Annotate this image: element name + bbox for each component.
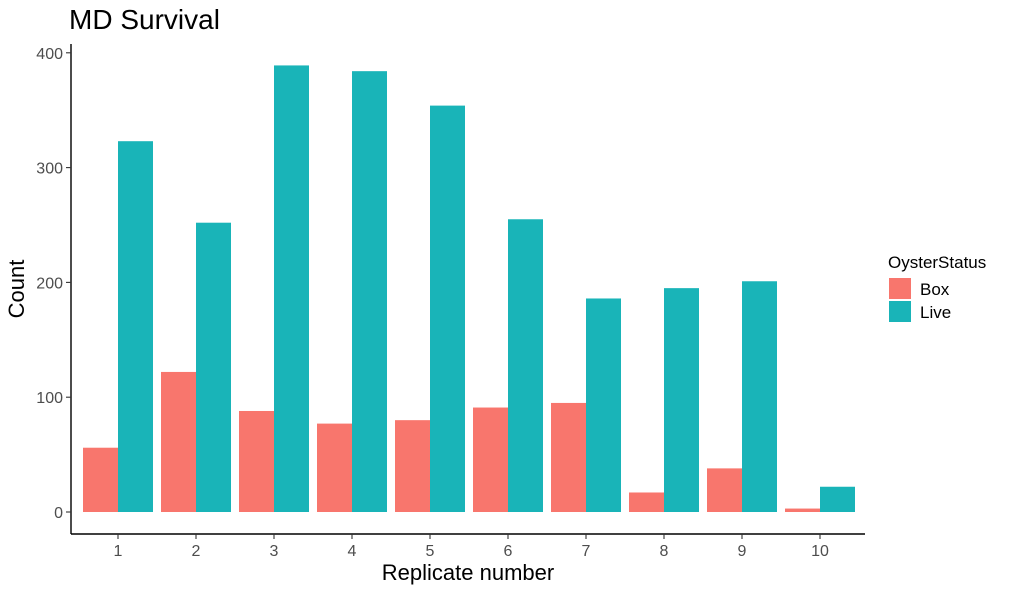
bar-live-10	[820, 486, 855, 512]
y-tick-label: 0	[54, 505, 63, 522]
x-axis-ticks: 1 2 3 4 5 6 7 8 9 10	[114, 534, 829, 560]
legend: OysterStatus Box Live	[888, 253, 986, 322]
bar-box-7	[551, 402, 586, 512]
legend-label-box: Box	[920, 280, 950, 299]
bar-box-2	[161, 371, 196, 512]
y-tick-label: 400	[36, 46, 63, 63]
bar-live-4	[352, 71, 387, 512]
x-tick-label: 9	[738, 543, 747, 560]
x-axis-title: Replicate number	[382, 560, 554, 585]
x-tick-label: 3	[270, 543, 279, 560]
bar-box-8	[629, 492, 664, 512]
legend-key-box	[889, 278, 911, 299]
bar-live-6	[508, 219, 543, 512]
legend-key-live	[889, 301, 911, 322]
bars-layer	[83, 65, 855, 513]
y-tick-label: 300	[36, 161, 63, 178]
x-tick-label: 2	[192, 543, 201, 560]
x-tick-label: 4	[348, 543, 357, 560]
x-tick-label: 6	[504, 543, 513, 560]
bar-box-3	[239, 410, 274, 512]
bar-live-8	[664, 288, 699, 512]
bar-live-5	[430, 105, 465, 512]
bar-live-7	[586, 298, 621, 512]
bar-live-3	[274, 65, 309, 512]
bar-box-9	[707, 468, 742, 512]
x-tick-label: 10	[811, 543, 829, 560]
y-tick-label: 200	[36, 275, 63, 292]
bar-box-5	[395, 420, 430, 512]
bar-box-6	[473, 407, 508, 512]
bar-box-10	[785, 508, 820, 512]
y-axis-title: Count	[4, 260, 29, 319]
bar-box-1	[83, 447, 118, 512]
bar-live-1	[118, 141, 153, 513]
y-tick-label: 100	[36, 390, 63, 407]
legend-title: OysterStatus	[888, 253, 986, 272]
chart-title: MD Survival	[69, 4, 220, 35]
x-tick-label: 5	[426, 543, 435, 560]
legend-items: Box Live	[889, 278, 951, 322]
x-tick-label: 1	[114, 543, 123, 560]
bar-live-2	[196, 222, 231, 513]
bar-box-4	[317, 423, 352, 512]
bar-live-9	[742, 281, 777, 512]
y-axis-ticks: 0 100 200 300 400	[36, 46, 71, 522]
x-tick-label: 8	[660, 543, 669, 560]
legend-label-live: Live	[920, 303, 951, 322]
x-tick-label: 7	[582, 543, 591, 560]
